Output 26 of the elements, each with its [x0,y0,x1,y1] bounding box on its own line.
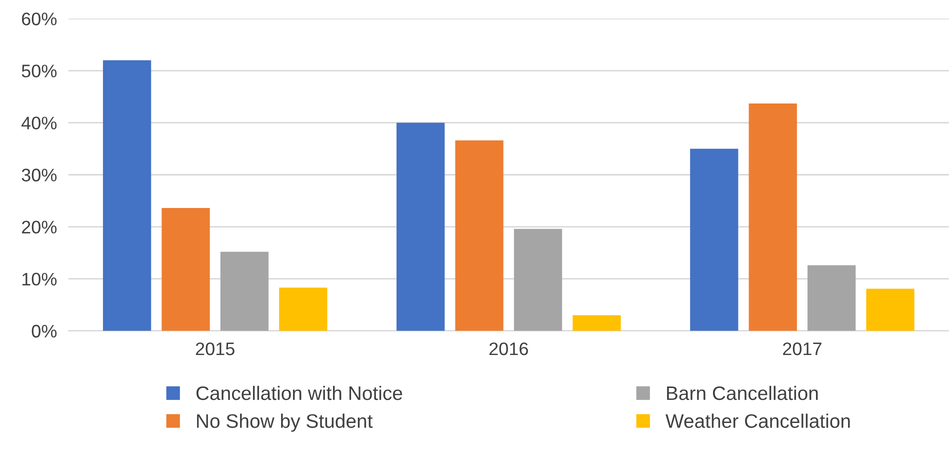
legend-label: Barn Cancellation [667,386,818,400]
y-tick-label: 20% [22,220,57,234]
bar [572,315,621,331]
y-tick-label: 60% [22,12,57,26]
bar [690,148,738,331]
x-tick-label: 2017 [783,342,822,356]
y-tick-label: 50% [22,64,57,78]
bar [102,60,152,331]
legend-label: Cancellation with Notice [196,386,402,400]
bar [396,122,445,331]
bar [514,228,562,331]
bar [455,140,504,331]
bar [748,103,797,331]
y-tick-label: 0% [32,324,57,338]
bar [220,252,269,331]
legend-label: No Show by Student [197,414,373,432]
bar [162,208,210,331]
y-tick-label: 10% [22,272,57,286]
bar [808,265,856,331]
x-tick-label: 2016 [489,342,528,356]
y-tick-label: 30% [22,168,57,182]
x-tick-label: 2015 [196,342,234,356]
legend-label: Weather Cancellation [666,414,850,428]
y-tick-label: 40% [21,116,57,130]
bar [866,288,914,331]
bar [279,288,328,331]
